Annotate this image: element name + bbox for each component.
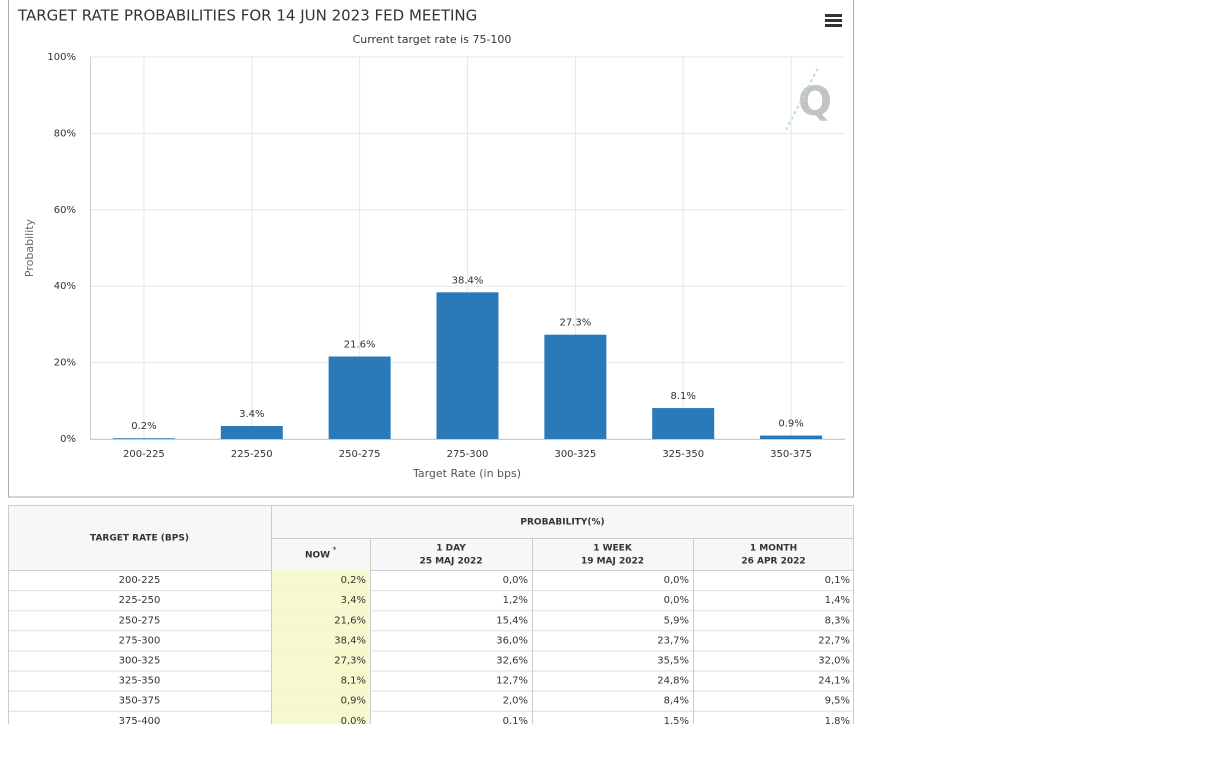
- y-tick-label: 0%: [60, 434, 76, 445]
- now-cell-bg: [272, 630, 370, 651]
- probability-cell: 1,5%: [664, 716, 689, 727]
- probability-cell: 0,1%: [503, 716, 528, 727]
- column-date: 25 MAJ 2022: [419, 557, 482, 567]
- rate-cell: 375-400: [119, 716, 161, 727]
- bar: [436, 292, 499, 439]
- x-axis-label: Target Rate (in bps): [412, 467, 521, 480]
- now-cell-bg: [272, 610, 370, 631]
- rate-cell: 200-225: [119, 575, 161, 586]
- rate-cell: 350-375: [119, 696, 161, 707]
- probability-cell: 22,7%: [818, 635, 850, 646]
- now-cell-bg: [272, 570, 370, 591]
- x-tick-label: 350-375: [770, 449, 812, 460]
- now-cell-bg: [272, 650, 370, 671]
- probability-cell: 1,8%: [825, 716, 850, 727]
- rate-cell: 250-275: [119, 615, 161, 626]
- probability-cell: 8,4%: [664, 696, 689, 707]
- y-tick-label: 40%: [54, 281, 76, 292]
- y-tick-label: 20%: [54, 358, 76, 369]
- value-label: 0.9%: [778, 419, 803, 430]
- probability-cell: 8,1%: [341, 676, 366, 687]
- probability-cell: 0,0%: [503, 575, 528, 586]
- value-label: 21.6%: [344, 339, 376, 350]
- now-cell-bg: [272, 710, 370, 724]
- probability-cell: 3,4%: [341, 595, 366, 606]
- probability-cell: 0,0%: [341, 716, 366, 727]
- value-label: 8.1%: [671, 391, 696, 402]
- x-tick-label: 325-350: [662, 449, 704, 460]
- probability-cell: 38,4%: [334, 635, 366, 646]
- column-title: NOW: [305, 551, 330, 561]
- rate-cell: 325-350: [119, 676, 161, 687]
- now-cell-bg: [272, 690, 370, 711]
- probability-cell: 1,2%: [503, 595, 528, 606]
- table-header: PROBABILITY(%): [520, 518, 604, 528]
- bar: [544, 334, 607, 439]
- bar: [220, 426, 283, 439]
- probability-cell: 0,0%: [664, 595, 689, 606]
- x-tick-label: 200-225: [123, 449, 165, 460]
- logo-letter: Q: [798, 79, 832, 125]
- menu-button[interactable]: [825, 14, 842, 27]
- probability-cell: 5,9%: [664, 615, 689, 626]
- column-note: *: [333, 546, 337, 555]
- value-label: 0.2%: [131, 421, 156, 432]
- probability-cell: 0,2%: [341, 575, 366, 586]
- rate-cell: 275-300: [119, 635, 161, 646]
- column-title: 1 MONTH: [750, 544, 797, 554]
- column-date: 26 APR 2022: [741, 557, 805, 567]
- rate-cell: 225-250: [119, 595, 161, 606]
- probability-cell: 36,0%: [496, 635, 528, 646]
- x-tick-label: 250-275: [339, 449, 381, 460]
- probability-cell: 0,1%: [825, 575, 850, 586]
- probability-cell: 24,8%: [657, 676, 689, 687]
- table-header: TARGET RATE (BPS): [90, 534, 189, 544]
- chart-subtitle: Current target rate is 75-100: [353, 33, 512, 46]
- y-tick-label: 80%: [54, 128, 76, 139]
- probability-cell: 23,7%: [657, 635, 689, 646]
- value-label: 3.4%: [239, 409, 264, 420]
- table: TARGET RATE (BPS) PROBABILITY(%) NOW* 1 DAY…: [8, 505, 854, 727]
- now-cell-bg: [272, 670, 370, 691]
- menu-bar: [825, 14, 842, 17]
- probability-cell: 15,4%: [496, 615, 528, 626]
- value-label: 27.3%: [559, 318, 591, 329]
- y-tick-label: 100%: [47, 52, 76, 63]
- probability-cell: 35,5%: [657, 655, 689, 666]
- y-axis-label: Probability: [23, 218, 36, 277]
- probability-cell: 21,6%: [334, 615, 366, 626]
- bar: [652, 408, 715, 439]
- logo: Q: [785, 67, 832, 131]
- column-title: 1 WEEK: [593, 544, 633, 554]
- x-tick-label: 275-300: [447, 449, 489, 460]
- bar: [760, 435, 823, 439]
- probability-cell: 12,7%: [496, 676, 528, 687]
- bar: [112, 438, 175, 439]
- y-tick-label: 60%: [54, 205, 76, 216]
- probability-cell: 24,1%: [818, 676, 850, 687]
- probability-cell: 32,6%: [496, 655, 528, 666]
- x-tick-label: 225-250: [231, 449, 273, 460]
- menu-bar: [825, 24, 842, 27]
- probability-cell: 8,3%: [825, 615, 850, 626]
- bar: [328, 356, 391, 439]
- probability-cell: 0,9%: [341, 696, 366, 707]
- column-date: 19 MAJ 2022: [581, 557, 644, 567]
- probability-cell: 9,5%: [825, 696, 850, 707]
- chart-title: TARGET RATE PROBABILITIES FOR 14 JUN 202…: [17, 7, 477, 25]
- value-label: 38.4%: [452, 275, 484, 286]
- probability-cell: 2,0%: [503, 696, 528, 707]
- probability-cell: 32,0%: [818, 655, 850, 666]
- rate-cell: 300-325: [119, 655, 161, 666]
- menu-bar: [825, 19, 842, 22]
- probability-cell: 27,3%: [334, 655, 366, 666]
- probability-cell: 1,4%: [825, 595, 850, 606]
- probability-cell: 0,0%: [664, 575, 689, 586]
- now-cell-bg: [272, 590, 370, 611]
- x-tick-label: 300-325: [554, 449, 596, 460]
- column-title: 1 DAY: [436, 544, 466, 554]
